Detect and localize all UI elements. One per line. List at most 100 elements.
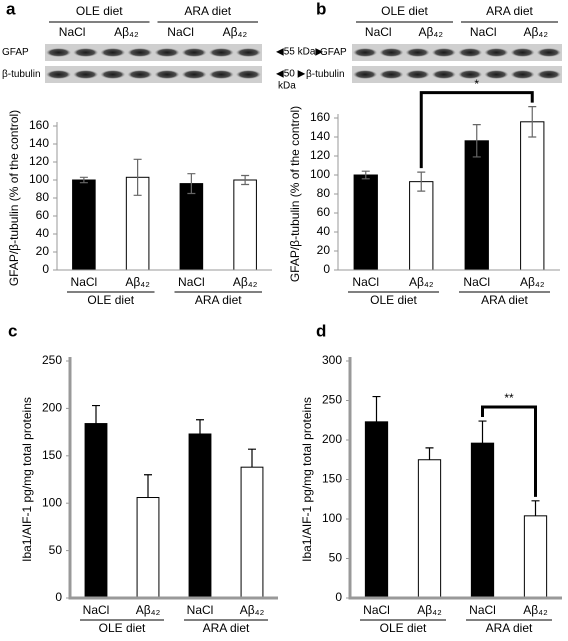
blot-band [208,48,234,57]
blot-strip [352,44,562,61]
x-tick-label: Aβ₄₂ [233,275,258,289]
y-tick-label: 200 [42,401,62,415]
blot-strip [45,44,262,61]
blot-band [431,70,456,79]
bar [179,183,204,271]
blot-strip [352,66,562,83]
x-tick-label: NaCl [469,603,496,617]
blot-band [353,48,378,57]
y-tick-label: 60 [36,208,50,222]
group-label: OLE diet [370,293,417,307]
error-bar [472,124,481,158]
blot-lane: Aβ₄₂ [524,25,549,39]
blot-band [127,48,153,57]
chart: b GFAP/β-tubulin (% of the control) 0 20 40 6… [288,0,560,307]
blot-band [379,48,404,57]
blot-band [46,70,72,79]
x-tick-label: Aβ₄₂ [523,603,548,617]
axes [348,357,562,600]
blot-lane: NaCl [365,25,392,39]
significance-label: * [474,77,479,91]
error-bar [187,173,196,195]
y-tick-label: 250 [322,393,342,407]
y-tick-label: 20 [36,244,50,258]
error-bar [417,171,426,192]
blot-group: OLE diet [381,4,428,18]
blot-row-label: β-tubulin [2,69,41,80]
y-tick-label: 300 [322,353,342,367]
y-tick-label: 0 [323,262,330,276]
panel-letter: b [316,0,326,18]
y-tick-label: 100 [310,167,330,181]
bar [470,442,495,599]
y-tick-label: 50 [329,551,343,565]
panel-letter: d [316,321,326,340]
blot-band [100,70,126,79]
chart: d Iba1/AIF-1 pg/mg total proteins 0 50 100 15… [300,321,562,635]
y-axis-label: Iba1/AIF-1 pg/mg total proteins [300,397,314,562]
chart: c Iba1/AIF-1 pg/mg total proteins 0 50 100 15… [8,321,278,635]
error-bar [133,158,142,196]
chart: a GFAP/β-tubulin (% of the control) 0 20 40 6… [6,0,272,307]
y-tick-label: 160 [29,118,49,132]
y-tick-label: 100 [322,511,342,525]
blot-band [510,70,535,79]
error-bar [92,404,100,424]
blot-band [100,48,126,57]
bar [409,181,434,271]
y-tick-label: 150 [42,448,62,462]
x-tick-label: NaCl [187,603,214,617]
y-tick-label: 80 [317,186,331,200]
marker-50: ◀50 ▶ [276,69,306,80]
panel-letter: a [6,0,16,18]
x-tick-label: NaCl [71,275,98,289]
y-tick-label: 140 [29,136,49,150]
y-tick-label: 120 [310,148,330,162]
blot-band [405,48,430,57]
blot-strip [45,66,262,83]
y-tick-label: 40 [317,224,331,238]
bar [84,423,108,599]
x-tick-label: NaCl [352,275,379,289]
blot-band [235,70,261,79]
y-axis-label: GFAP/β-tubulin (% of the control) [288,106,302,282]
axes [56,122,272,271]
error-bar [248,448,256,468]
group-label: OLE diet [380,621,427,635]
significance-bracket [419,91,534,169]
blot-band [536,48,561,57]
blot-band [379,70,404,79]
error-bar [196,419,204,434]
x-tick-label: Aβ₄₂ [417,603,442,617]
y-tick-label: 200 [322,432,342,446]
blot-lane: Aβ₄₂ [223,25,248,39]
blot-band [458,48,483,57]
blot-band [405,70,430,79]
blot-row-label: GFAP [320,47,347,58]
blot-band [127,70,153,79]
x-tick-label: NaCl [83,603,110,617]
blot-band [73,70,99,79]
bar [523,515,548,599]
error-bar [478,420,487,444]
bar [417,459,442,599]
y-tick-label: 40 [36,226,50,240]
blot-band [73,48,99,57]
blot-group: ARA diet [486,4,533,18]
error-bar [531,500,540,516]
y-tick-label: 0 [335,590,342,604]
blot-band [536,70,561,79]
x-tick-label: NaCl [363,603,390,617]
x-tick-label: NaCl [178,275,205,289]
x-tick-label: Aβ₄₂ [136,603,161,617]
panel-letter: c [8,321,17,340]
marker-55: ◀55 kDa▶ [276,47,323,58]
group-label: ARA diet [481,293,528,307]
error-bar [372,395,381,422]
y-tick-label: 60 [317,205,331,219]
error-bar [361,170,370,180]
significance-bracket [481,405,537,497]
blot-row-label: GFAP [2,47,29,58]
blot-lane: Aβ₄₂ [114,25,139,39]
